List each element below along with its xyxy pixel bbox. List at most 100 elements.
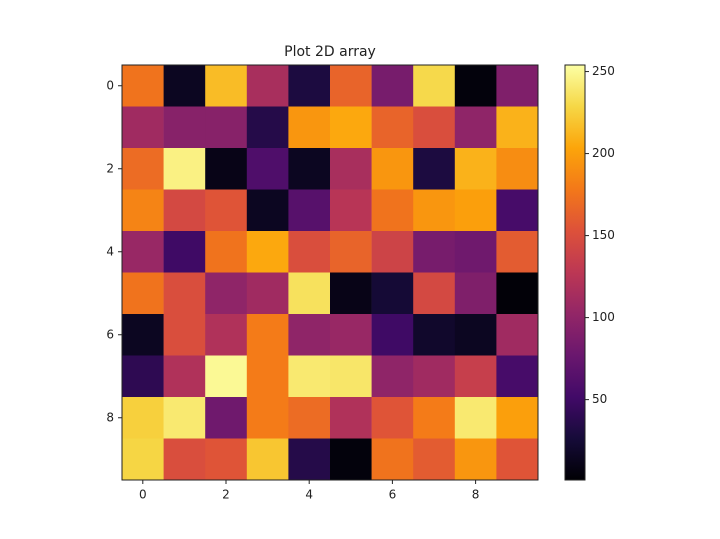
- heatmap-cell: [288, 397, 331, 439]
- heatmap-cell: [330, 106, 372, 149]
- heatmap-cell: [371, 148, 414, 190]
- heatmap-cell: [246, 438, 289, 481]
- heatmap-cell: [371, 231, 414, 273]
- heatmap-cell: [205, 65, 248, 107]
- heatmap-cell: [413, 189, 456, 232]
- heatmap-cell: [496, 65, 539, 107]
- heatmap-cell: [413, 272, 456, 315]
- x-tick-label: 4: [305, 488, 313, 502]
- heatmap-cell: [205, 314, 248, 356]
- heatmap-cell: [205, 397, 248, 439]
- heatmap-cell: [330, 355, 372, 398]
- heatmap-cell: [371, 355, 414, 398]
- heatmap-cell: [330, 148, 372, 190]
- heatmap-cell: [122, 148, 164, 190]
- colorbar-tick-label: 250: [592, 64, 615, 78]
- heatmap-cell: [246, 65, 289, 107]
- heatmap-cell: [454, 231, 497, 273]
- heatmap-cell: [122, 438, 164, 481]
- heatmap-cell: [454, 189, 497, 232]
- heatmap-cell: [371, 314, 414, 356]
- x-tick-label: 8: [472, 488, 480, 502]
- heatmap-cell: [413, 438, 456, 481]
- heatmap-cell: [454, 355, 497, 398]
- heatmap-cell: [496, 272, 539, 315]
- heatmap-cell: [454, 397, 497, 439]
- heatmap-cell: [413, 314, 456, 356]
- heatmap-cell: [330, 397, 372, 439]
- heatmap-cell: [496, 148, 539, 190]
- heatmap-cell: [122, 397, 164, 439]
- heatmap-cell: [330, 314, 372, 356]
- colorbar-tick-label: 200: [592, 146, 615, 160]
- heatmap-cell: [246, 355, 289, 398]
- chart-title: Plot 2D array: [284, 44, 376, 60]
- heatmap-cell: [288, 189, 331, 232]
- heatmap-cell: [246, 106, 289, 149]
- colorbar-tick-label: 150: [592, 228, 615, 242]
- heatmap-cell: [454, 148, 497, 190]
- heatmap-cell: [122, 106, 164, 149]
- heatmap-cell: [246, 189, 289, 232]
- heatmap-cell: [163, 189, 206, 232]
- heatmap-cell: [413, 355, 456, 398]
- heatmap-cell: [288, 355, 331, 398]
- heatmap-cell: [122, 189, 164, 232]
- y-tick-label: 2: [106, 161, 114, 175]
- heatmap-cell: [122, 314, 164, 356]
- heatmap-cell: [205, 272, 248, 315]
- heatmap-cell: [330, 231, 372, 273]
- heatmap-cell: [122, 65, 164, 107]
- heatmap-cell: [163, 231, 206, 273]
- x-tick-label: 6: [389, 488, 397, 502]
- heatmap-cell: [496, 231, 539, 273]
- heatmap-cell: [205, 438, 248, 481]
- x-tick-label: 0: [139, 488, 147, 502]
- heatmap-cell: [413, 106, 456, 149]
- heatmap-cell: [496, 189, 539, 232]
- heatmap-cell: [330, 438, 372, 481]
- heatmap-cell: [163, 397, 206, 439]
- heatmap-cell: [163, 148, 206, 190]
- heatmap-cell: [288, 314, 331, 356]
- heatmap-cell: [205, 231, 248, 273]
- heatmap-cell: [413, 231, 456, 273]
- heatmap-cell: [163, 65, 206, 107]
- heatmap-cell: [163, 106, 206, 149]
- heatmap-cell: [371, 438, 414, 481]
- y-tick-label: 0: [106, 78, 114, 92]
- heatmap-cell: [371, 272, 414, 315]
- heatmap-cell: [454, 272, 497, 315]
- heatmap-cell: [288, 438, 331, 481]
- heatmap-cell: [496, 106, 539, 149]
- x-tick-label: 2: [222, 488, 230, 502]
- colorbar-tick-label: 50: [592, 392, 607, 406]
- colorbar: [564, 64, 586, 481]
- y-tick-label: 4: [106, 244, 114, 258]
- heatmap-cell: [371, 106, 414, 149]
- heatmap-cell: [122, 231, 164, 273]
- heatmap-cell: [163, 272, 206, 315]
- heatmap-cell: [288, 148, 331, 190]
- heatmap-cell: [371, 189, 414, 232]
- heatmap-cell: [163, 355, 206, 398]
- heatmap-cell: [205, 189, 248, 232]
- colorbar-tick-label: 100: [592, 310, 615, 324]
- heatmap-cell: [413, 397, 456, 439]
- heatmap-cell: [163, 314, 206, 356]
- heatmap-cell: [330, 189, 372, 232]
- heatmap-cell: [205, 355, 248, 398]
- heatmap-cell: [330, 272, 372, 315]
- heatmap-cell: [246, 314, 289, 356]
- heatmap-cell: [288, 106, 331, 149]
- heatmap-cell: [371, 397, 414, 439]
- y-tick-label: 6: [106, 327, 114, 341]
- heatmap-cell: [246, 397, 289, 439]
- heatmap-cell: [330, 65, 372, 107]
- heatmap-cell: [246, 272, 289, 315]
- heatmap-cell: [496, 314, 539, 356]
- plot-frame: [121, 64, 539, 481]
- heatmap-cell: [288, 65, 331, 107]
- y-tick-label: 8: [106, 410, 114, 424]
